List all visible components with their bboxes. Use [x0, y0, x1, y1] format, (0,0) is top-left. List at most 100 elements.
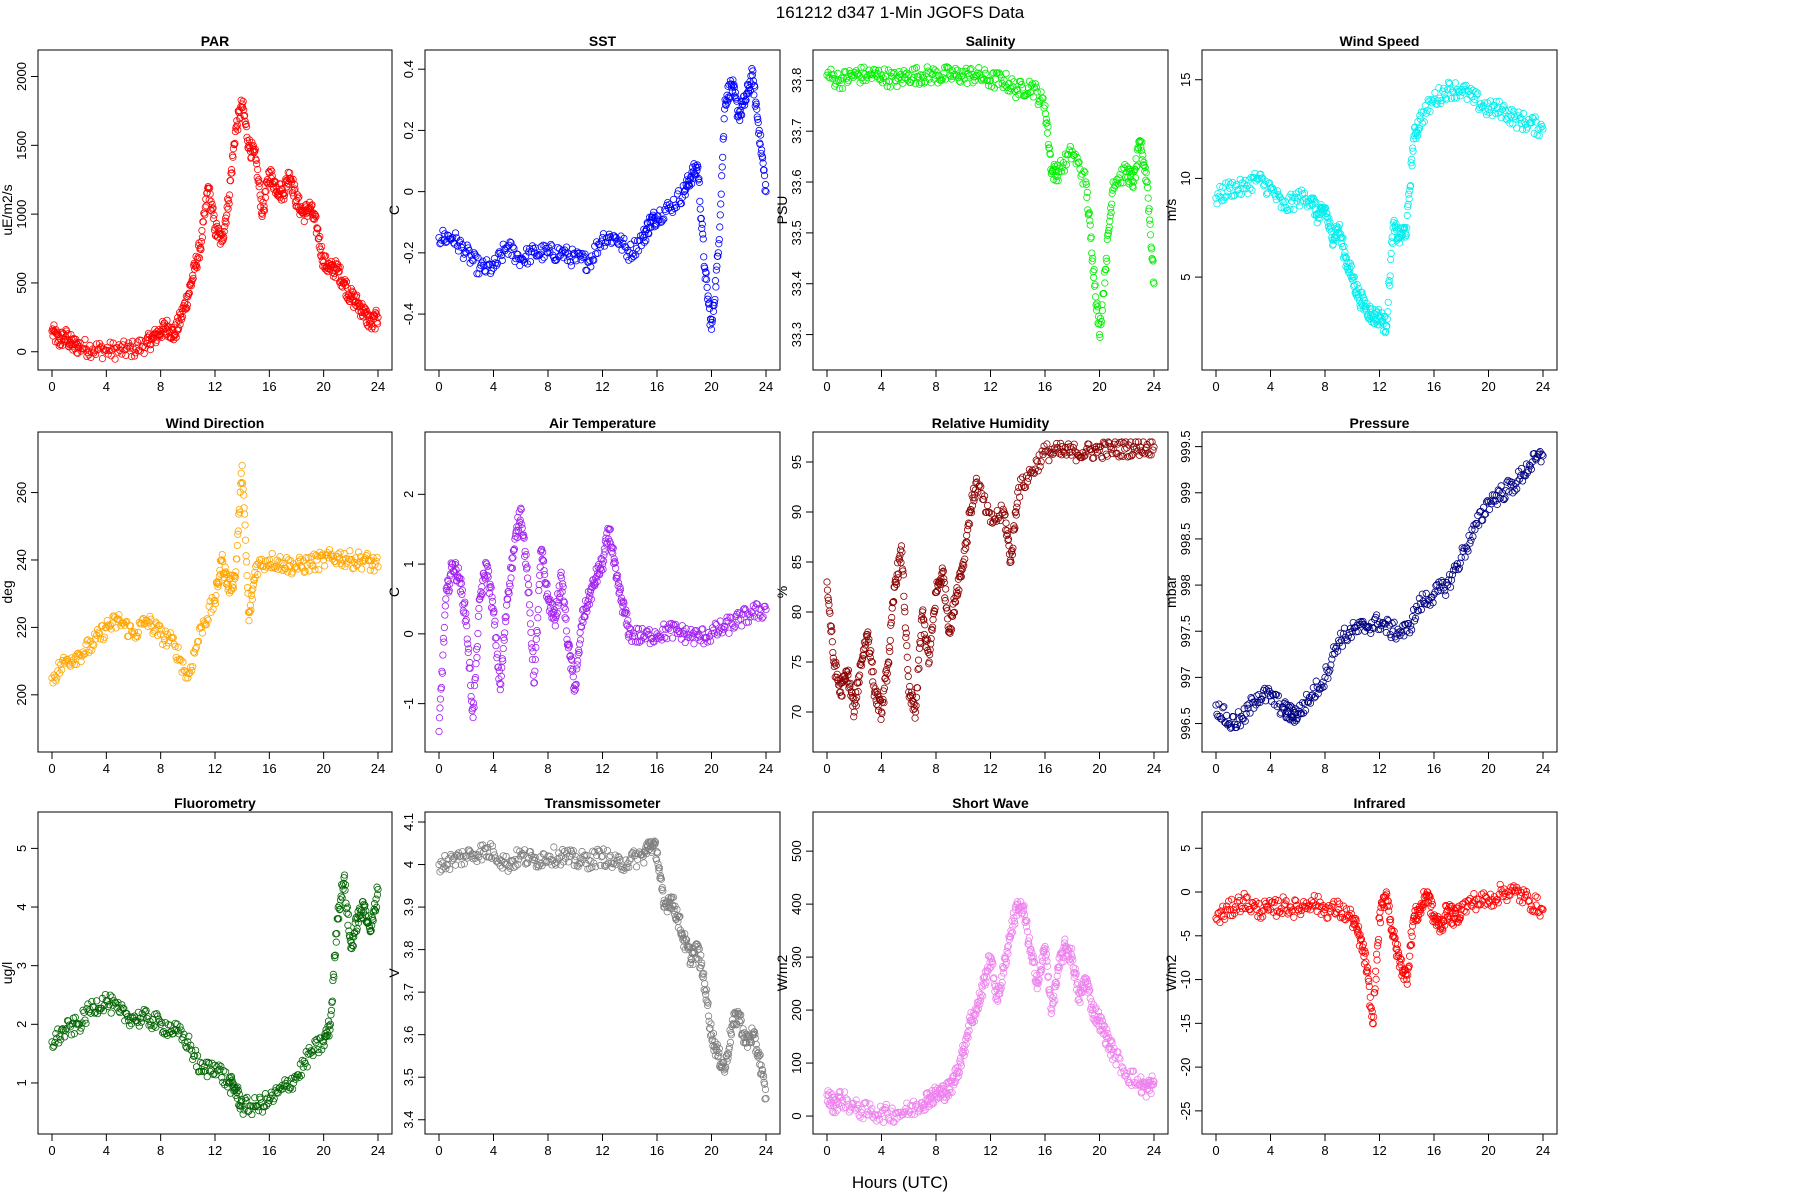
- data-point-par: [258, 210, 267, 218]
- data-point-par: [115, 341, 123, 349]
- data-point-sst: [740, 101, 749, 109]
- data-point-sst: [524, 248, 533, 256]
- x-tick-label-transmissometer: 24: [759, 1143, 773, 1158]
- data-point-sst: [547, 240, 555, 249]
- data-point-relative-humidity: [942, 585, 950, 593]
- y-axis-label-wind-speed: m/s: [1163, 199, 1179, 222]
- data-point-sst: [642, 237, 650, 245]
- data-point-sst: [757, 131, 765, 139]
- x-tick-label-wind-direction: 8: [157, 761, 164, 776]
- data-point-wind-speed: [1386, 272, 1394, 280]
- data-point-par: [236, 113, 244, 121]
- data-point-par: [233, 121, 241, 129]
- data-point-air-temperature: [535, 580, 543, 589]
- data-point-relative-humidity: [903, 642, 911, 650]
- data-point-par: [256, 179, 264, 187]
- data-point-par: [230, 140, 238, 148]
- y-tick-label-relative-humidity: 85: [789, 555, 804, 569]
- data-point-wind-speed: [1291, 194, 1299, 202]
- data-point-sst: [660, 215, 668, 223]
- data-point-salinity: [886, 83, 894, 91]
- data-point-fluorometry: [343, 909, 351, 917]
- x-tick-label-fluorometry: 24: [371, 1143, 385, 1158]
- data-point-pressure: [1469, 532, 1477, 541]
- data-point-sst: [631, 236, 639, 245]
- y-tick-label-air-temperature: 2: [401, 491, 416, 498]
- data-point-air-temperature: [534, 614, 542, 622]
- data-point-sst: [649, 211, 657, 219]
- x-tick-label-salinity: 8: [932, 379, 939, 394]
- data-point-transmissometer: [726, 1038, 735, 1047]
- data-point-wind-speed: [1353, 281, 1361, 289]
- data-point-sst: [510, 244, 518, 252]
- data-point-par: [159, 317, 167, 326]
- data-point-sst: [612, 233, 620, 242]
- data-point-sst: [721, 105, 729, 113]
- data-point-salinity: [994, 80, 1002, 88]
- data-point-salinity: [827, 65, 835, 73]
- data-point-salinity: [1037, 88, 1045, 96]
- data-point-salinity: [1090, 265, 1098, 274]
- data-point-par: [198, 233, 206, 242]
- data-point-salinity: [978, 77, 986, 85]
- y-tick-label-par: 1500: [14, 131, 29, 160]
- data-point-sst: [696, 205, 704, 213]
- data-point-air-temperature: [475, 604, 483, 613]
- data-point-air-temperature: [435, 727, 443, 736]
- data-point-par: [227, 166, 236, 174]
- data-point-air-temperature: [531, 667, 539, 675]
- y-tick-label-transmissometer: 3.8: [401, 941, 416, 959]
- series-relative-humidity: [823, 438, 1158, 724]
- data-point-salinity: [1045, 144, 1053, 152]
- data-point-sst: [475, 270, 483, 278]
- data-point-par: [116, 346, 124, 354]
- data-point-salinity: [944, 63, 952, 71]
- data-point-relative-humidity: [897, 542, 906, 550]
- data-point-salinity: [843, 78, 852, 87]
- data-point-pressure: [1390, 618, 1398, 626]
- figure-title: 161212 d347 1-Min JGOFS Data: [776, 3, 1025, 22]
- data-point-salinity: [1066, 142, 1074, 151]
- data-point-par: [305, 198, 314, 206]
- data-point-par: [240, 112, 248, 120]
- data-point-par: [98, 354, 107, 363]
- data-point-relative-humidity: [904, 666, 912, 674]
- data-point-par: [374, 313, 382, 321]
- x-tick-label-short-wave: 8: [932, 1143, 939, 1158]
- y-tick-label-transmissometer: 3.7: [401, 983, 416, 1001]
- data-point-salinity: [940, 69, 948, 77]
- data-point-par: [209, 204, 217, 212]
- data-point-relative-humidity: [877, 715, 885, 724]
- data-point-sst: [699, 235, 707, 243]
- y-tick-label-salinity: 33.4: [789, 271, 804, 296]
- x-tick-label-wind-speed: 16: [1427, 379, 1441, 394]
- data-point-relative-humidity: [1013, 499, 1021, 507]
- y-tick-label-short-wave: 500: [789, 840, 804, 862]
- data-point-sst: [716, 223, 724, 231]
- data-point-salinity: [854, 70, 862, 78]
- data-point-wind-speed: [1323, 209, 1331, 218]
- data-point-par: [169, 333, 177, 341]
- data-point-salinity: [1125, 177, 1133, 185]
- data-point-sst: [497, 251, 505, 260]
- data-point-par: [318, 242, 326, 251]
- x-tick-label-fluorometry: 20: [316, 1143, 330, 1158]
- x-tick-label-salinity: 20: [1092, 379, 1106, 394]
- data-point-relative-humidity: [850, 708, 858, 716]
- data-point-salinity: [1001, 81, 1009, 89]
- data-point-par: [308, 201, 316, 209]
- data-point-transmissometer: [640, 859, 648, 867]
- data-point-par: [89, 345, 97, 353]
- data-point-wind-speed: [1335, 224, 1343, 232]
- data-point-salinity: [1144, 194, 1152, 202]
- y-tick-label-air-temperature: 0: [401, 630, 416, 637]
- data-point-salinity: [1142, 169, 1150, 177]
- data-point-sst: [720, 115, 728, 123]
- data-point-salinity: [836, 84, 844, 93]
- data-point-wind-speed: [1247, 173, 1255, 182]
- x-tick-label-transmissometer: 20: [704, 1143, 718, 1158]
- data-point-par: [335, 268, 343, 276]
